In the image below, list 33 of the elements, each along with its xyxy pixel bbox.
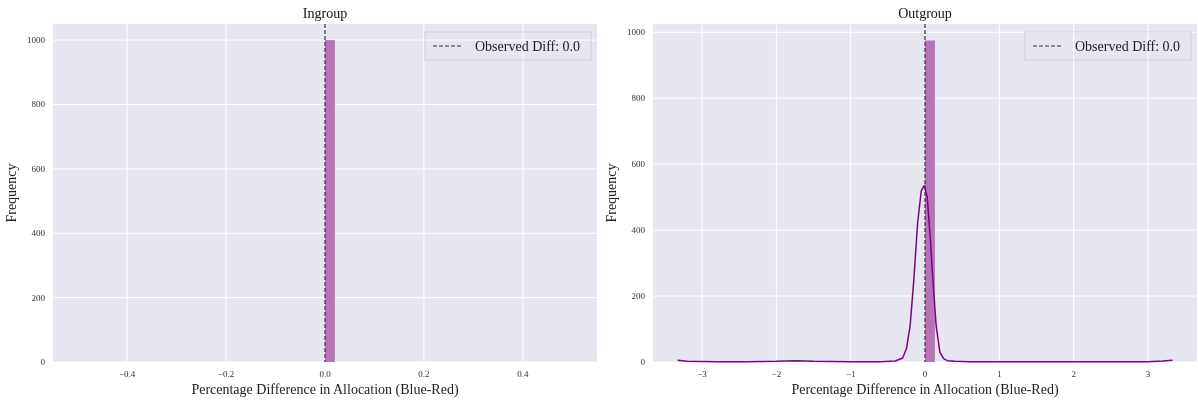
y-axis-title: Frequency (604, 163, 619, 223)
x-tick-label: −3 (697, 369, 708, 379)
y-tick-label: 200 (31, 292, 46, 303)
x-tick-label: 3 (1145, 369, 1151, 379)
y-tick-label: 600 (31, 163, 46, 174)
y-tick-label: 1000 (27, 35, 46, 46)
y-tick-label: 0 (640, 357, 646, 367)
chart-title: Ingroup (302, 6, 348, 21)
y-tick-label: 800 (631, 93, 646, 104)
x-tick-label: 0.2 (418, 369, 430, 379)
chart-title: Outgroup (898, 6, 952, 21)
y-tick-label: 200 (631, 291, 646, 302)
y-tick-label: 400 (631, 225, 646, 236)
x-tick-label: 0.0 (319, 369, 332, 379)
x-tick-label: 0 (922, 369, 928, 379)
x-tick-label: −0.2 (217, 369, 235, 379)
y-tick-label: 600 (631, 159, 646, 170)
ref-line-label: Observed Diff: 0.0 (1075, 39, 1181, 54)
ref-line-label: Observed Diff: 0.0 (475, 39, 581, 54)
y-tick-label: 400 (31, 228, 46, 239)
x-tick-label: −0.4 (119, 369, 136, 379)
y-axis-title: Frequency (4, 163, 19, 223)
y-tick-label: 800 (31, 99, 46, 110)
x-tick-label: 2 (1071, 369, 1076, 379)
x-axis-title: Percentage Difference in Allocation (Blue-Red) (791, 382, 1059, 398)
x-tick-label: 0.4 (517, 369, 529, 379)
x-tick-label: −1 (845, 369, 856, 379)
y-tick-label: 0 (40, 357, 46, 367)
x-tick-label: 1 (997, 369, 1002, 379)
x-axis-title: Percentage Difference in Allocation (Blue-Red) (191, 382, 459, 398)
y-tick-label: 1000 (627, 27, 646, 38)
line-series (676, 184, 1174, 363)
x-tick-label: −2 (771, 369, 782, 379)
